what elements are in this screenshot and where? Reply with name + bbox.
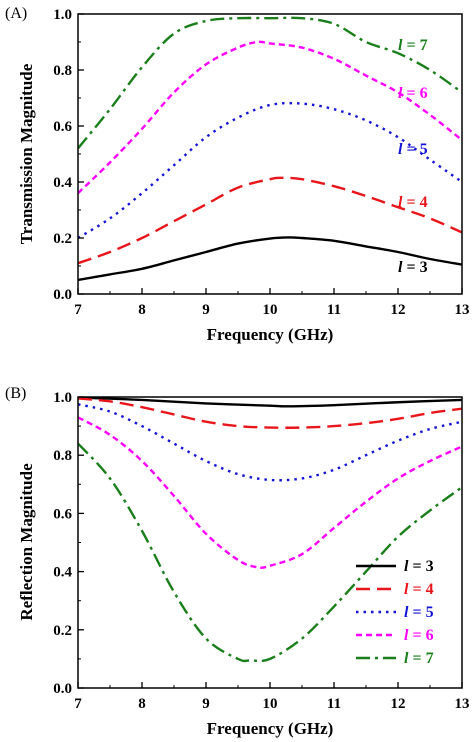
y-tick-label: 0.8 [53,63,72,79]
x-tick-label: 12 [391,302,406,318]
y-tick-label: 0.6 [53,506,72,522]
y-tick-label: 0.4 [53,565,72,581]
series-line-6 [78,416,462,569]
series-line-5 [78,403,462,482]
y-tick-label: 0.4 [53,175,72,191]
panel-a: (A) 7 8 9 10 11 12 13 0.0 0.2 0.4 0.6 0.8 1.0 Freque… [5,5,470,344]
curve-label: l = 5 [398,141,428,158]
series-line-5 [78,101,462,240]
series-line-7 [78,442,462,663]
series-line-7 [78,16,462,150]
panel-b: (B) 7 8 9 10 11 12 13 0.0 0.2 0.4 0.6 0.8 1.0 Freque… [5,385,470,738]
series-line-6 [78,40,462,195]
x-tick-label: 13 [455,696,470,712]
x-tick-label: 11 [327,696,341,712]
y-tick-label: 1.0 [53,390,72,406]
x-tick-label: 7 [74,302,82,318]
y-axis-title: Reflection Magnitude [17,463,36,621]
x-tick-label: 8 [138,302,146,318]
x-tick-label: 7 [74,696,82,712]
legend-label: l = 4 [404,581,434,598]
legend-label: l = 3 [404,558,434,575]
x-tick-label: 13 [455,302,470,318]
series-line-3 [78,397,462,408]
x-tick-label: 10 [263,696,278,712]
y-tick-label: 0.0 [53,287,72,303]
x-axis-title: Frequency (GHz) [207,719,334,738]
x-axis-title: Frequency (GHz) [207,325,334,344]
y-axis-title: Transmission Magnitude [17,63,36,244]
y-tick-label: 1.0 [53,7,72,23]
panel-label: (A) [5,5,27,22]
plot-frame [77,396,463,689]
panel-label: (B) [5,385,26,402]
y-tick-label: 0.6 [53,119,72,135]
x-tick-label: 11 [327,302,341,318]
x-tick-label: 8 [138,696,146,712]
x-tick-label: 12 [391,696,406,712]
legend-label: l = 6 [404,627,434,644]
legend-label: l = 5 [404,604,434,621]
x-tick-label: 10 [263,302,278,318]
series-line-4 [78,397,462,429]
legend-label: l = 7 [404,650,434,667]
y-tick-label: 0.8 [53,448,72,464]
x-tick-label: 9 [202,302,210,318]
series-line-3 [78,236,462,282]
curve-label: l = 7 [398,37,428,54]
y-tick-label: 0.0 [53,681,72,697]
y-tick-label: 0.2 [53,231,72,247]
series-line-4 [78,176,462,265]
y-tick-label: 0.2 [53,623,72,639]
curve-label: l = 6 [398,85,428,102]
curve-label: l = 3 [398,259,428,276]
x-tick-label: 9 [202,696,210,712]
curve-label: l = 4 [398,194,428,211]
